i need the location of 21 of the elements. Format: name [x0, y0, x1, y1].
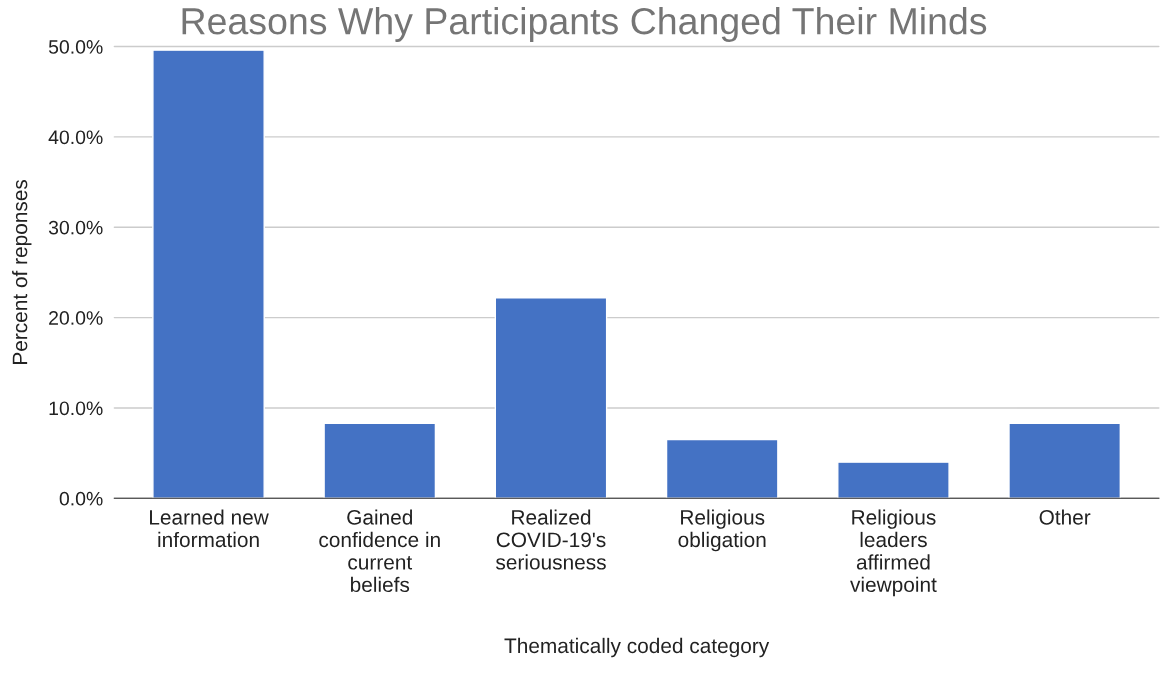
y-tick-label: 30.0%	[48, 220, 103, 235]
x-tick-label: Learned new information	[150, 509, 269, 548]
bar	[323, 422, 437, 499]
bar	[1008, 422, 1122, 499]
y-axis-title: Percent of reponses	[12, 179, 32, 364]
bar	[837, 461, 950, 499]
y-tick-label: 40.0%	[48, 130, 103, 145]
chart-title: Reasons Why Participants Changed Their Minds	[182, 6, 987, 42]
bar	[152, 49, 265, 499]
x-tick-label: Gained confidence in current beliefs	[319, 509, 440, 593]
y-tick-label: 10.0%	[49, 401, 103, 416]
x-tick-label: Realized COVID-19's seriousness	[495, 509, 606, 570]
bar	[494, 297, 608, 499]
x-tick-label: Religious leaders affirmed viewpoint	[850, 509, 937, 597]
y-tick-label: 20.0%	[49, 311, 103, 325]
bar	[665, 438, 779, 499]
x-tick-label: Other	[1039, 509, 1091, 525]
x-axis-title: Thematically coded category	[504, 637, 770, 658]
x-tick-label: Religious obligation	[678, 509, 766, 552]
y-tick-label: 50.0%	[48, 40, 103, 54]
y-tick-label: 0.0%	[59, 491, 103, 506]
